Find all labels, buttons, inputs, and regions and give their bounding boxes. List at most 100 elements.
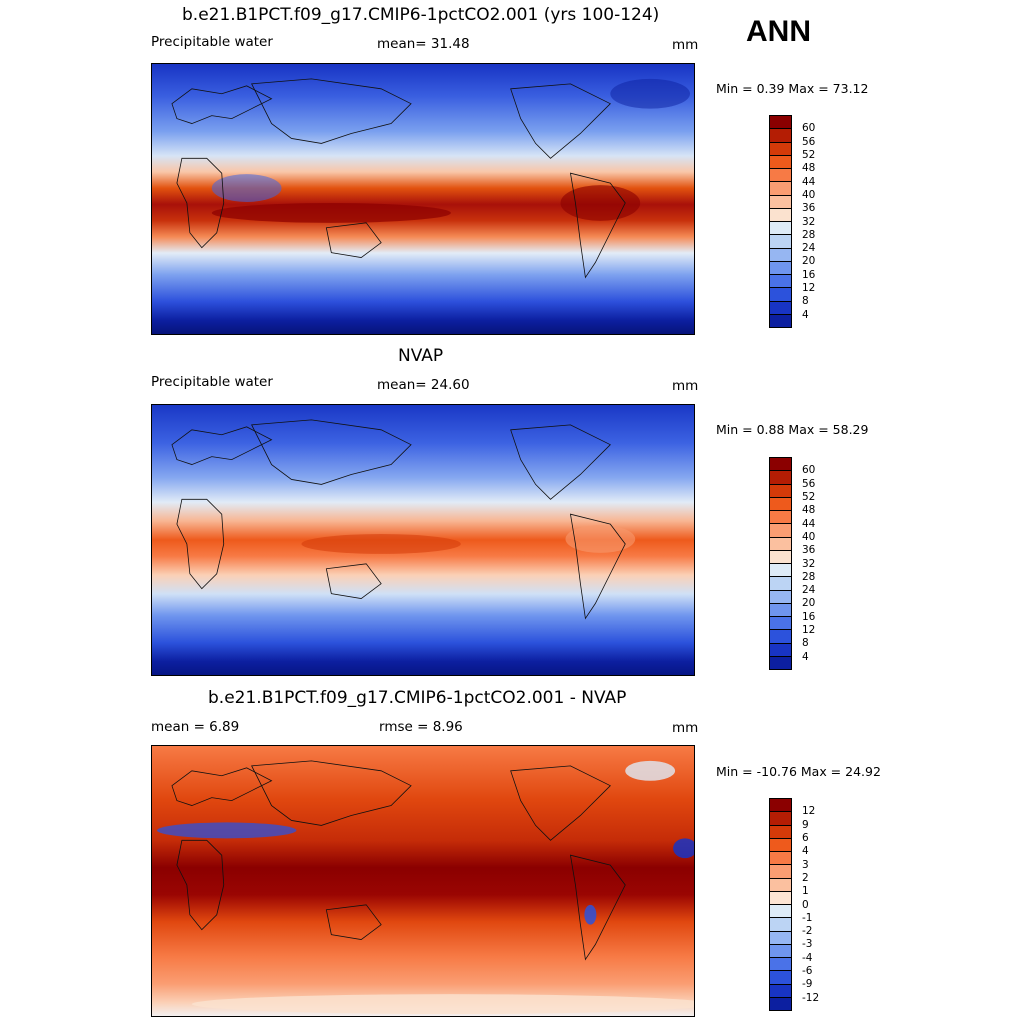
colorbar-tick-label: -6 xyxy=(802,964,813,977)
colorbar-tick-label: -9 xyxy=(802,978,813,991)
colorbar-swatch xyxy=(770,630,791,644)
colorbar-tick-label: 48 xyxy=(802,504,816,516)
panel-1-colorbar-ticks: 60 56 52 48 44 40 36 32 28 24 20 16 12 8 4 xyxy=(802,115,842,328)
colorbar-tick-label: 44 xyxy=(802,517,816,530)
colorbar-tick-label: 28 xyxy=(802,570,816,583)
panel-2-mean-label: mean= 24.60 xyxy=(377,377,470,393)
colorbar-swatch xyxy=(770,524,791,538)
panel-3-mean-label: mean = 6.89 xyxy=(151,719,240,735)
colorbar-swatch xyxy=(770,958,791,972)
colorbar-swatch xyxy=(770,838,791,852)
colorbar-tick-label: 56 xyxy=(802,477,816,490)
colorbar-swatch xyxy=(770,169,791,183)
panel-3-colorbar-ticks: 12 9 6 4 3 2 1 0 -1 -2 -3 -4 -6 -9 -12 xyxy=(802,798,842,1011)
colorbar-tick-label: 4 xyxy=(802,308,809,321)
season-label: ANN xyxy=(746,15,811,48)
colorbar-swatch xyxy=(770,116,791,130)
colorbar-swatch xyxy=(770,195,791,209)
colorbar-tick-label: 44 xyxy=(802,175,816,188)
colorbar-tick-label: 4 xyxy=(802,650,809,663)
colorbar-tick-label: 8 xyxy=(802,295,809,308)
colorbar-swatch xyxy=(770,944,791,958)
colorbar-tick-label: -1 xyxy=(802,911,813,924)
colorbar-tick-label: 6 xyxy=(802,831,809,844)
colorbar-tick-label: 0 xyxy=(802,898,809,911)
panel-2-minmax: Min = 0.88 Max = 58.29 xyxy=(716,422,869,437)
colorbar-swatch xyxy=(770,931,791,945)
colorbar-swatch xyxy=(770,484,791,498)
colorbar-tick-label: 28 xyxy=(802,228,816,241)
colorbar-swatch xyxy=(770,235,791,249)
colorbar-tick-label: 16 xyxy=(802,268,816,281)
colorbar-swatch xyxy=(770,288,791,302)
colorbar-tick-label: 40 xyxy=(802,188,816,201)
panel-3-colorbar xyxy=(769,798,792,1011)
colorbar-swatch xyxy=(770,261,791,275)
colorbar-swatch xyxy=(770,275,791,289)
colorbar-tick-label: 36 xyxy=(802,543,816,556)
panel-3-map xyxy=(151,745,695,1017)
panel-2-colorbar xyxy=(769,457,792,670)
colorbar-tick-label: 52 xyxy=(802,490,816,503)
colorbar-swatch xyxy=(770,799,791,813)
colorbar-tick-label: 20 xyxy=(802,597,816,610)
colorbar-tick-label: 3 xyxy=(802,858,809,871)
colorbar-swatch xyxy=(770,905,791,919)
colorbar-swatch xyxy=(770,564,791,578)
colorbar-tick-label: 36 xyxy=(802,201,816,214)
colorbar-tick-label: 12 xyxy=(802,281,816,294)
colorbar-swatch xyxy=(770,617,791,631)
colorbar-swatch xyxy=(770,590,791,604)
colorbar-swatch xyxy=(770,129,791,143)
colorbar-tick-label: 2 xyxy=(802,871,809,884)
colorbar-tick-label: -2 xyxy=(802,924,813,937)
colorbar-swatch xyxy=(770,511,791,525)
panel-3-minmax: Min = -10.76 Max = 24.92 xyxy=(716,764,881,779)
panel-1-title: b.e21.B1PCT.f09_g17.CMIP6-1pctCO2.001 (y… xyxy=(182,5,660,25)
colorbar-swatch xyxy=(770,471,791,485)
panel-2-unit-label: mm xyxy=(672,378,699,394)
colorbar-tick-label: 16 xyxy=(802,610,816,623)
colorbar-swatch xyxy=(770,537,791,551)
colorbar-swatch xyxy=(770,142,791,156)
colorbar-swatch xyxy=(770,878,791,892)
panel-1-minmax: Min = 0.39 Max = 73.12 xyxy=(716,81,869,96)
colorbar-tick-label: 32 xyxy=(802,557,816,570)
colorbar-tick-label: 24 xyxy=(802,241,816,254)
colorbar-tick-label: 48 xyxy=(802,162,816,174)
colorbar-tick-label: 32 xyxy=(802,215,816,228)
colorbar-tick-label: -3 xyxy=(802,938,813,951)
colorbar-swatch xyxy=(770,984,791,998)
colorbar-swatch xyxy=(770,603,791,617)
panel-2-variable-label: Precipitable water xyxy=(151,374,273,390)
panel-3-unit-label: mm xyxy=(672,720,699,736)
colorbar-swatch xyxy=(770,997,791,1010)
colorbar-swatch xyxy=(770,314,791,327)
colorbar-swatch xyxy=(770,918,791,932)
colorbar-swatch xyxy=(770,458,791,472)
panel-2-title: NVAP xyxy=(398,346,444,366)
colorbar-swatch xyxy=(770,825,791,839)
colorbar-swatch xyxy=(770,155,791,169)
colorbar-swatch xyxy=(770,577,791,591)
colorbar-swatch xyxy=(770,656,791,669)
panel-3-rmse-label: rmse = 8.96 xyxy=(379,719,463,735)
colorbar-tick-label: 4 xyxy=(802,845,809,857)
colorbar-tick-label: 60 xyxy=(802,464,816,477)
colorbar-tick-label: 24 xyxy=(802,583,816,596)
colorbar-swatch xyxy=(770,852,791,866)
colorbar-tick-label: 56 xyxy=(802,135,816,148)
colorbar-swatch xyxy=(770,865,791,879)
colorbar-swatch xyxy=(770,497,791,511)
panel-2-colorbar-ticks: 60 56 52 48 44 40 36 32 28 24 20 16 12 8 4 xyxy=(802,457,842,670)
colorbar-swatch xyxy=(770,550,791,564)
colorbar-swatch xyxy=(770,643,791,657)
colorbar-tick-label: 40 xyxy=(802,530,816,543)
colorbar-swatch xyxy=(770,812,791,826)
colorbar-tick-label: 12 xyxy=(802,623,816,636)
colorbar-tick-label: -4 xyxy=(802,951,813,964)
colorbar-tick-label: -12 xyxy=(802,991,820,1004)
colorbar-tick-label: 1 xyxy=(802,884,809,897)
panel-1-colorbar xyxy=(769,115,792,328)
colorbar-swatch xyxy=(770,208,791,222)
